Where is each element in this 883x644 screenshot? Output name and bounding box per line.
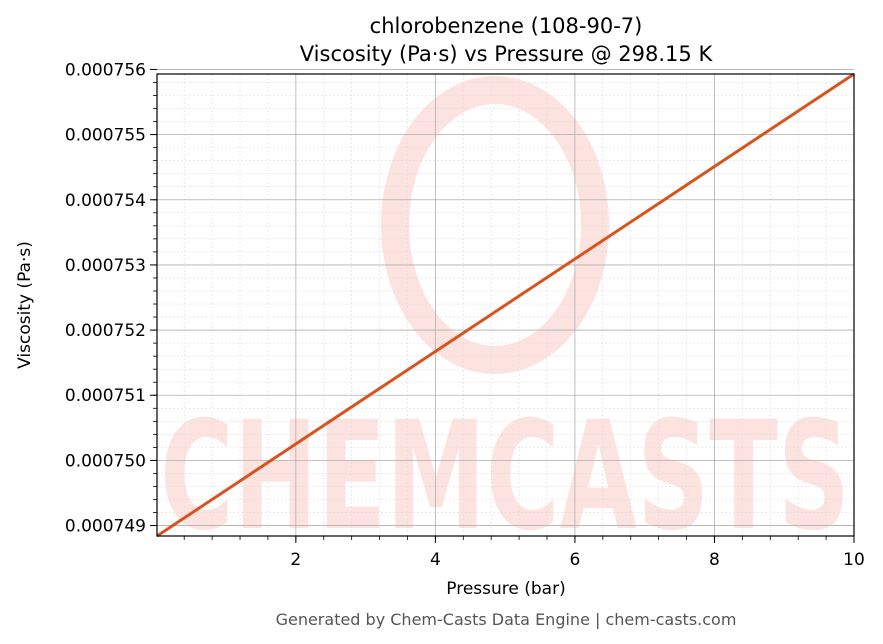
y-tick-label: 0.000752 [65,321,146,341]
viscosity-series-line [156,72,855,538]
x-tick-labels: 2 4 6 8 10 [290,550,864,570]
y-tick-label: 0.000751 [65,386,146,406]
x-tick-label: 8 [709,550,720,570]
y-tick-label: 0.000755 [65,126,146,146]
chart-title-line1: chlorobenzene (108-90-7) [370,14,643,38]
y-tick-label: 0.000754 [65,191,146,211]
axis-ticks [150,68,855,543]
y-tick-label: 0.000753 [65,256,146,276]
x-tick-label: 6 [570,550,581,570]
chemcasts-watermark: CHEMCASTS [160,76,850,564]
x-tick-label: 4 [430,550,441,570]
y-axis-label: Viscosity (Pa·s) [15,241,35,369]
x-axis-label: Pressure (bar) [446,579,565,599]
footer-credit: Generated by Chem-Casts Data Engine | ch… [276,610,737,629]
y-tick-label: 0.000749 [65,517,146,537]
watermark-swirl [381,76,609,374]
watermark-text: CHEMCASTS [160,390,850,564]
series-layer [156,72,855,538]
major-grid [157,69,855,536]
x-tick-label: 2 [290,550,301,570]
y-tick-label: 0.000750 [65,451,146,471]
chart-title-line2: Viscosity (Pa·s) vs Pressure @ 298.15 K [300,42,714,66]
y-tick-labels: 0.000749 0.000750 0.000751 0.000752 0.000753… [65,60,146,536]
plot-frame [156,73,855,537]
x-tick-label: 10 [843,550,865,570]
y-tick-label: 0.000756 [65,60,146,80]
